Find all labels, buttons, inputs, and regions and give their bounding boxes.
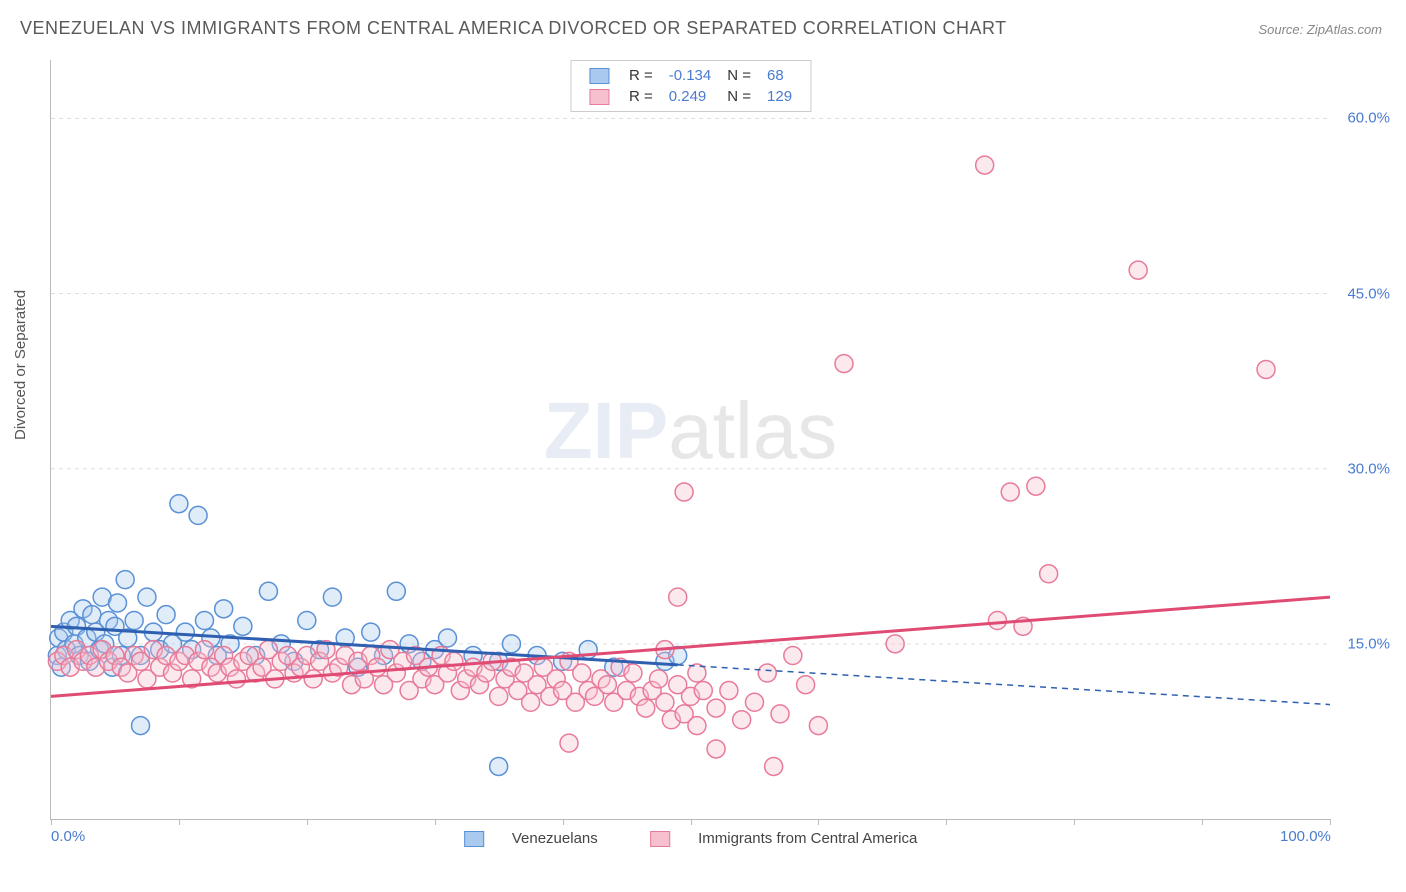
chart-svg [51,60,1330,819]
swatch-icon [464,831,484,847]
y-tick-label: 15.0% [1347,635,1390,652]
legend-label: Immigrants from Central America [698,830,917,847]
y-tick-label: 60.0% [1347,110,1390,127]
source-attribution: Source: ZipAtlas.com [1258,22,1382,37]
series-legend: Venezuelans Immigrants from Central Amer… [440,830,942,847]
plot-area: ZIPatlas R = -0.134 N = 68 R = 0.249 N =… [50,60,1330,820]
swatch-icon [650,831,670,847]
x-tick-label: 0.0% [51,828,85,845]
legend-item: Immigrants from Central America [638,830,929,847]
y-tick-label: 30.0% [1347,460,1390,477]
chart-title: VENEZUELAN VS IMMIGRANTS FROM CENTRAL AM… [20,18,1007,39]
legend-label: Venezuelans [512,830,598,847]
y-tick-label: 45.0% [1347,285,1390,302]
y-axis-label: Divorced or Separated [12,290,29,440]
legend-item: Venezuelans [452,830,614,847]
x-tick-label: 100.0% [1280,828,1331,845]
